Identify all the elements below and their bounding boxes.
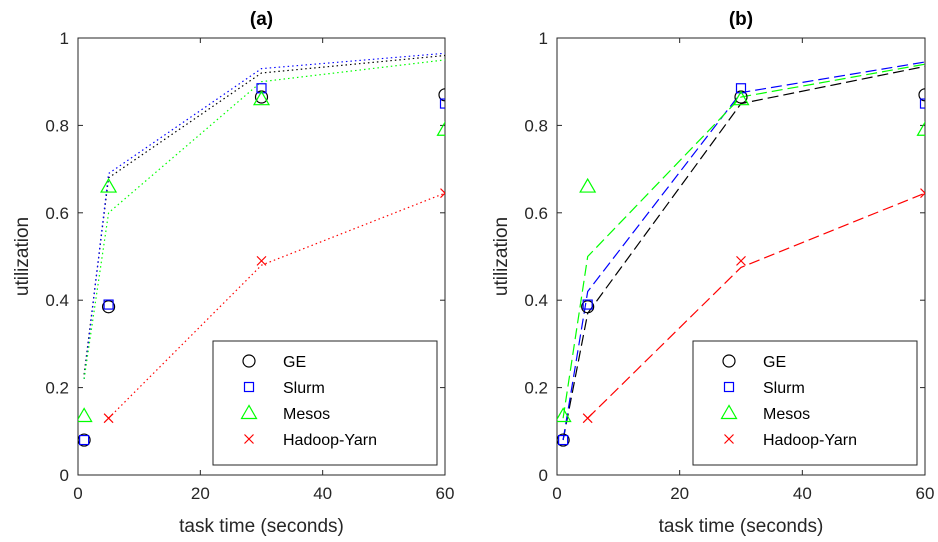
- panel-title: (b): [729, 9, 753, 30]
- y-tick-label: 0: [60, 466, 69, 485]
- x-tick-label: 20: [670, 484, 689, 503]
- panel-b: 0 20 40 60 0 0.2 0.4 0.6 0.8 1 task time (seconds)…: [491, 9, 934, 537]
- x-tick-label: 40: [313, 484, 332, 503]
- data-point-ge: [918, 88, 925, 102]
- y-tick-label: 0.2: [524, 379, 548, 398]
- x-axis-label: task time (seconds): [179, 516, 344, 537]
- data-point-mesos: [436, 121, 445, 136]
- data-point-hadoop-yarn: [736, 255, 746, 266]
- legend-label: Mesos: [763, 406, 810, 423]
- legend-label: Slurm: [763, 380, 805, 397]
- data-point-hadoop-yarn: [103, 413, 114, 424]
- data-point-mesos: [557, 407, 572, 423]
- data-point-hadoop-yarn: [920, 188, 925, 199]
- data-point-mesos: [252, 90, 271, 106]
- data-point-ge: [101, 300, 116, 314]
- fit-line-ge: [562, 65, 925, 441]
- y-tick-label: 0.2: [45, 379, 69, 398]
- data-point-slurm: [582, 299, 593, 310]
- data-point-slurm: [439, 98, 445, 109]
- legend-marker-mesos: [240, 404, 258, 420]
- legend-marker-hadoop-yarn: [244, 434, 254, 444]
- fit-line-hadoop-yarn: [108, 192, 445, 419]
- y-tick-label: 1: [539, 29, 548, 48]
- legend-label: Hadoop-Yarn: [283, 432, 377, 449]
- fit-line-mesos: [562, 63, 925, 419]
- legend-marker-ge: [722, 354, 736, 368]
- y-tick-label: 0.6: [524, 204, 548, 223]
- x-axis-label: task time (seconds): [659, 516, 824, 537]
- data-point-mesos: [78, 407, 93, 423]
- data-point-slurm: [558, 434, 569, 446]
- legend-label: Mesos: [283, 406, 330, 423]
- y-tick-label: 0.4: [45, 291, 69, 310]
- panel-a: 0 20 40 60 0 0.2 0.4 0.6 0.8 1 task time (seconds)…: [12, 9, 454, 537]
- data-layer: [78, 52, 445, 447]
- data-point-ge: [438, 88, 445, 102]
- legend: GE Slurm Mesos Hadoop-Yarn: [212, 340, 438, 466]
- data-point-mesos: [732, 90, 750, 106]
- fit-line-slurm: [562, 61, 925, 441]
- data-point-hadoop-yarn: [582, 413, 593, 424]
- legend-label: GE: [763, 354, 786, 371]
- data-point-mesos: [916, 121, 925, 136]
- y-tick-label: 1: [60, 29, 69, 48]
- y-tick-label: 0: [539, 466, 548, 485]
- legend-marker-hadoop-yarn: [724, 434, 734, 444]
- legend-marker-mesos: [720, 404, 738, 420]
- panel-title: (a): [250, 9, 273, 30]
- legend-box: [212, 340, 438, 466]
- x-tick-label: 40: [793, 484, 812, 503]
- fit-line-hadoop-yarn: [587, 192, 925, 419]
- fit-line-ge: [83, 54, 445, 375]
- legend: GE Slurm Mesos Hadoop-Yarn: [692, 340, 918, 466]
- data-point-mesos: [100, 177, 118, 193]
- legend-label: GE: [283, 354, 306, 371]
- legend-label: Slurm: [283, 380, 325, 397]
- y-tick-label: 0.8: [524, 116, 548, 135]
- data-point-mesos: [579, 177, 597, 193]
- legend-label: Hadoop-Yarn: [763, 432, 857, 449]
- data-point-slurm: [919, 98, 925, 109]
- y-axis-label: utilization: [12, 217, 33, 296]
- legend-marker-slurm: [723, 381, 735, 393]
- x-tick-label: 20: [191, 484, 210, 503]
- legend-marker-slurm: [243, 381, 255, 393]
- data-point-ge: [557, 433, 570, 447]
- x-tick-label: 60: [436, 484, 455, 503]
- x-tick-label: 0: [552, 484, 561, 503]
- x-tick-label: 0: [73, 484, 82, 503]
- y-tick-label: 0.4: [524, 291, 548, 310]
- legend-box: [692, 340, 918, 466]
- data-point-ge: [581, 300, 595, 314]
- data-point-hadoop-yarn: [440, 188, 445, 199]
- data-point-slurm: [79, 434, 90, 446]
- y-tick-label: 0.6: [45, 204, 69, 223]
- y-tick-label: 0.8: [45, 116, 69, 135]
- legend-marker-ge: [242, 354, 256, 368]
- data-point-slurm: [103, 299, 114, 310]
- data-point-hadoop-yarn: [256, 255, 267, 266]
- x-tick-label: 60: [916, 484, 935, 503]
- y-axis-label: utilization: [491, 217, 512, 296]
- data-layer: [557, 61, 925, 447]
- data-point-ge: [78, 433, 91, 447]
